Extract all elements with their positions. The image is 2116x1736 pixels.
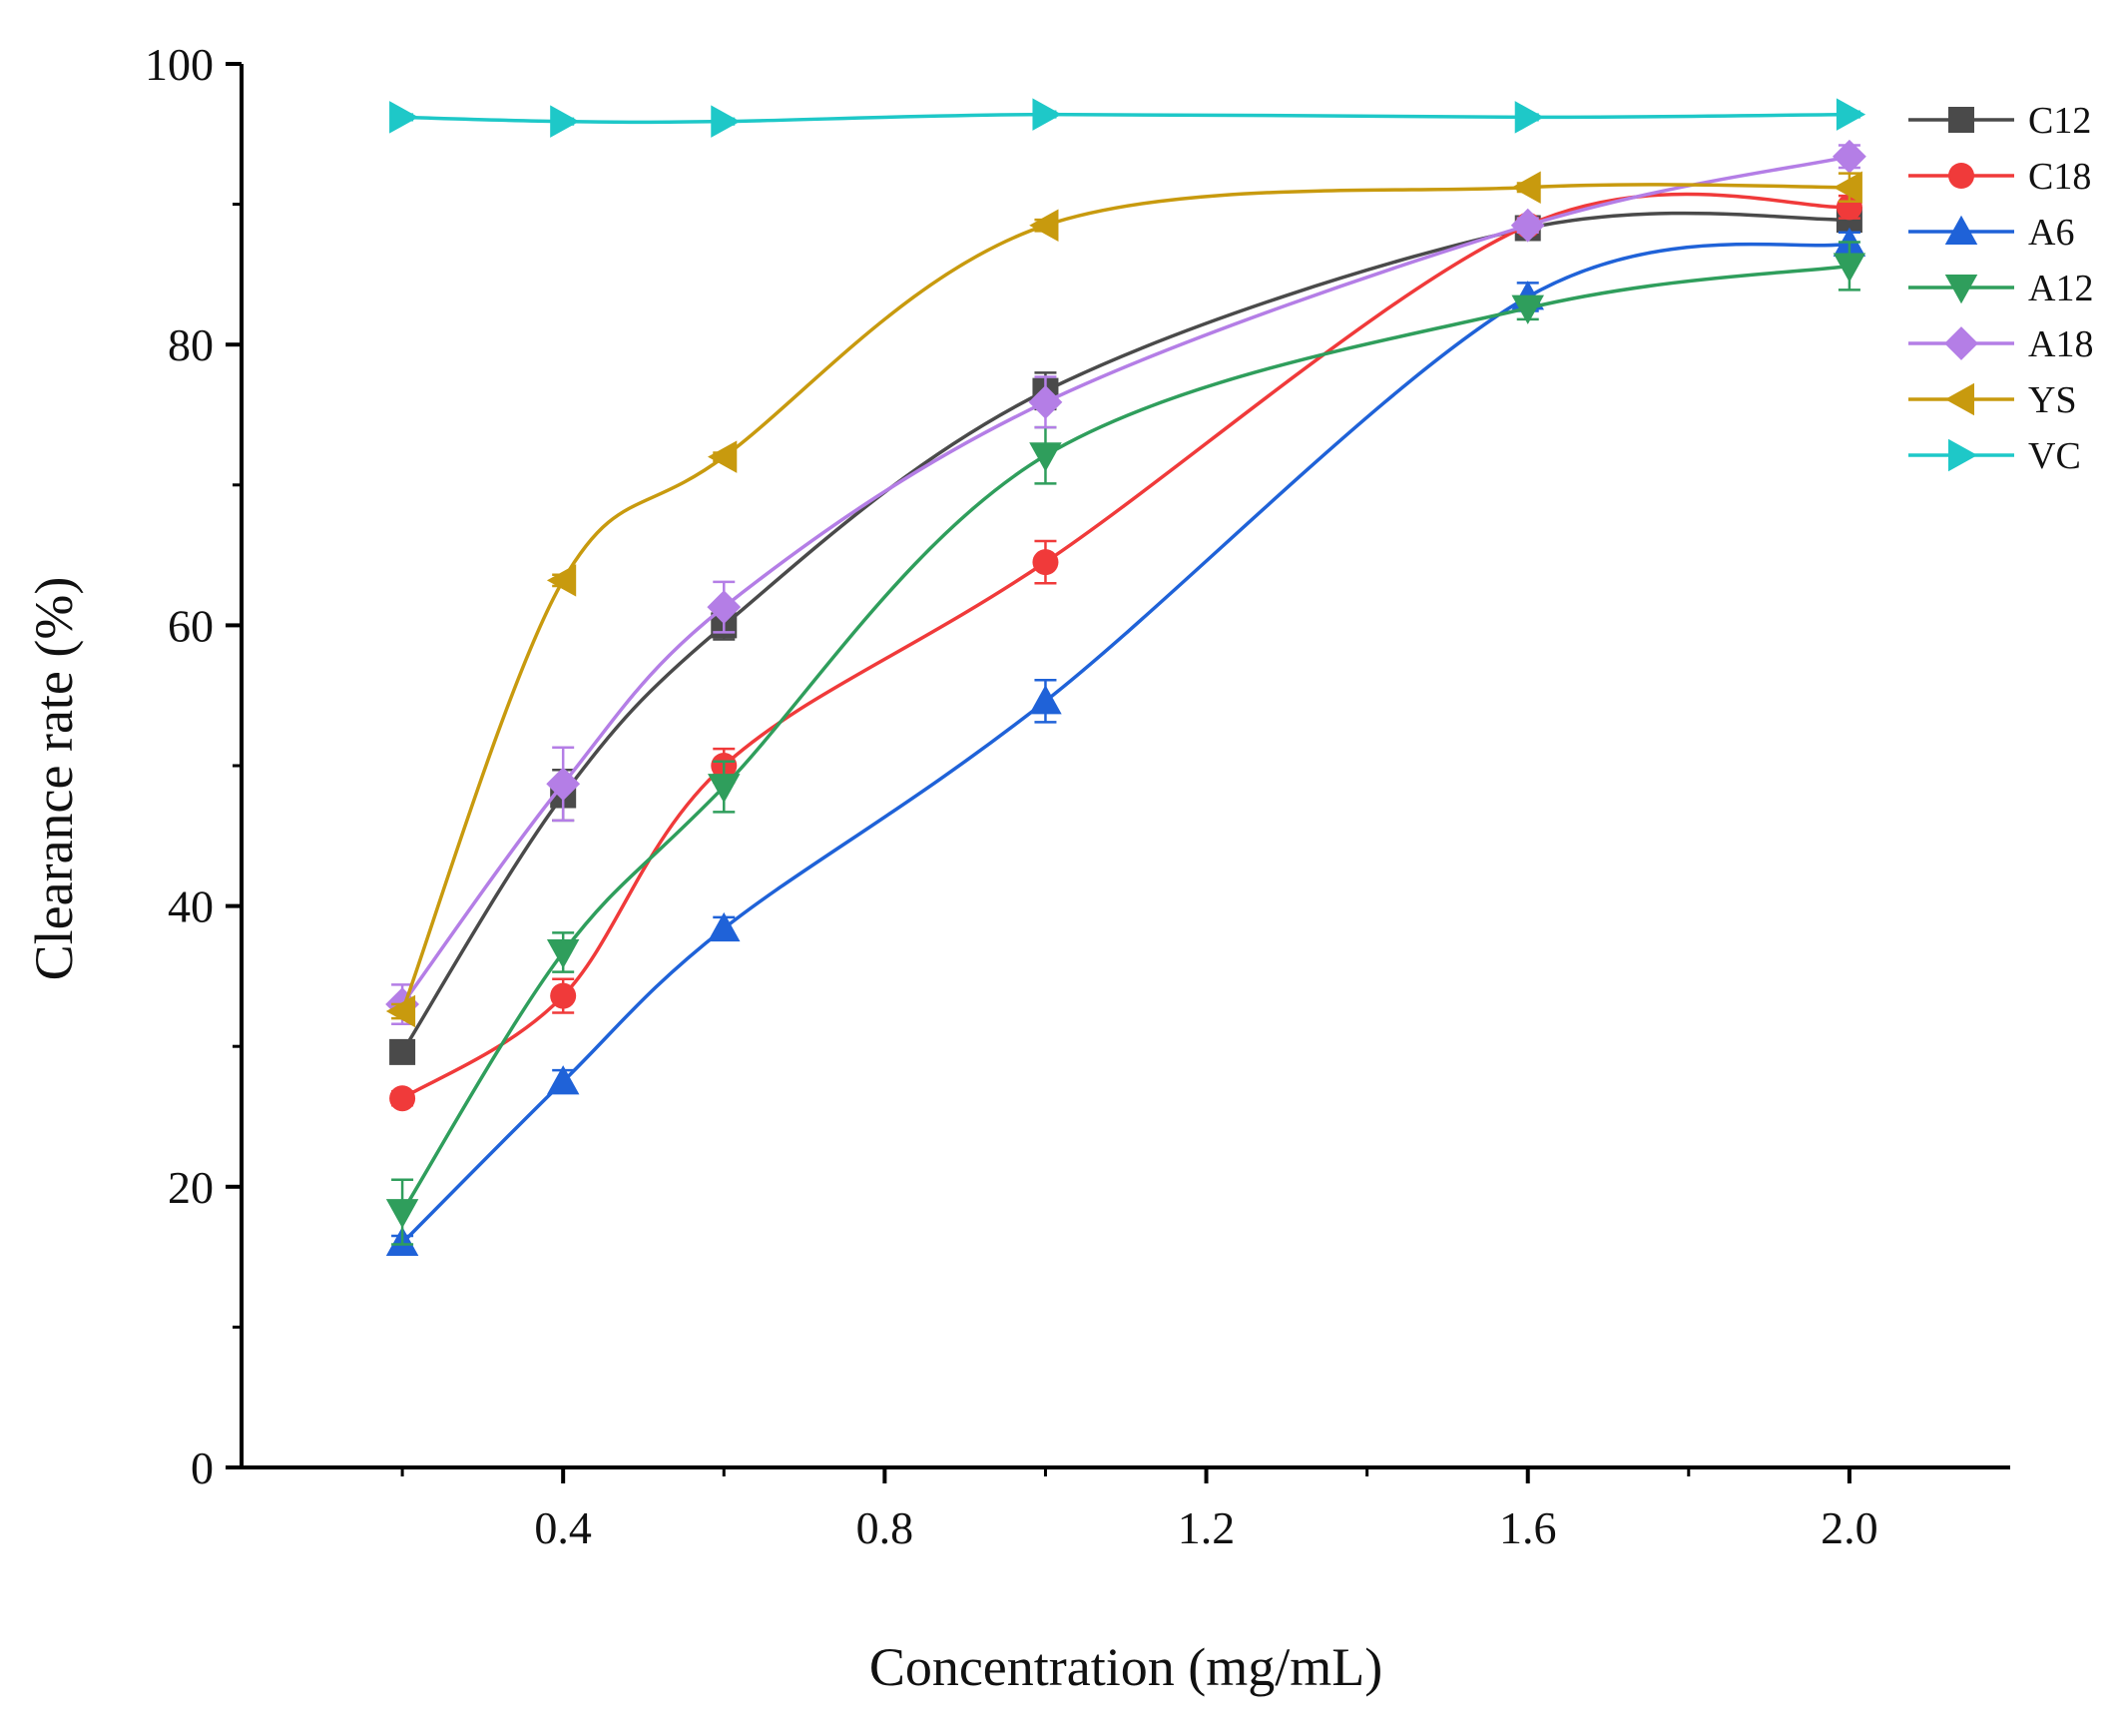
- series-line-vc: [402, 112, 1850, 125]
- y-tick-label: 20: [168, 1162, 214, 1213]
- series-line-ys: [400, 183, 1850, 1012]
- data-point-ys: [1833, 171, 1862, 204]
- series-line-a18: [400, 155, 1851, 1006]
- y-tick-label: 40: [168, 881, 214, 932]
- legend-marker-c12: [1948, 107, 1974, 133]
- axes: 0 20 40 60 80 100 0.4 0.8 1.2 1.6 2.0: [145, 39, 2010, 1553]
- legend-item-vc: VC: [1908, 435, 2081, 477]
- data-point-vc: [550, 105, 580, 138]
- series-vc: [389, 98, 1866, 138]
- legend-label-c18: C18: [2028, 156, 2091, 198]
- data-point-ys: [1029, 209, 1059, 242]
- legend-marker-vc: [1948, 438, 1978, 472]
- data-point-vc: [1032, 98, 1062, 131]
- data-point-a12: [708, 774, 741, 804]
- x-tick-label: 2.0: [1821, 1502, 1878, 1553]
- legend-label-ys: YS: [2028, 379, 2077, 421]
- legend-label-c12: C12: [2028, 100, 2091, 142]
- plot-area: [385, 98, 1866, 1257]
- legend-marker-a6: [1944, 215, 1978, 245]
- series-c18: [389, 192, 1862, 1112]
- data-point-vc: [711, 105, 741, 138]
- y-tick-label: 60: [168, 600, 214, 651]
- data-point-a18: [1510, 208, 1545, 243]
- y-tick-label: 0: [191, 1443, 214, 1493]
- series-a6: [385, 227, 1866, 1257]
- series-a18: [385, 139, 1866, 1025]
- data-point-a12: [1029, 442, 1062, 472]
- series-line-c18: [401, 192, 1851, 1100]
- legend-marker-a12: [1944, 275, 1978, 304]
- legend-marker-ys: [1944, 382, 1974, 416]
- legend: C12 C18 A6 A12 A18 YS VC: [1908, 100, 2093, 477]
- series-c12: [389, 207, 1862, 1065]
- legend-item-ys: YS: [1908, 379, 2077, 421]
- data-point-vc: [389, 101, 419, 134]
- data-point-a12: [385, 1199, 419, 1229]
- data-point-c18: [389, 1085, 416, 1112]
- legend-item-a18: A18: [1908, 323, 2093, 365]
- legend-label-a6: A6: [2028, 212, 2074, 254]
- series-line-a6: [400, 242, 1851, 1245]
- data-point-c18: [550, 982, 577, 1009]
- series-line-a12: [400, 264, 1851, 1214]
- y-tick-label: 80: [168, 319, 214, 370]
- data-point-ys: [385, 994, 416, 1028]
- legend-item-a12: A12: [1908, 268, 2093, 309]
- legend-label-vc: VC: [2028, 435, 2081, 477]
- x-tick-label: 0.4: [534, 1502, 592, 1553]
- legend-item-c18: C18: [1908, 156, 2091, 198]
- data-point-a18: [707, 590, 742, 625]
- data-point-c18: [1032, 549, 1059, 576]
- data-point-a6: [1029, 685, 1062, 715]
- data-point-vc: [1514, 101, 1544, 134]
- legend-item-c12: C12: [1908, 100, 2091, 142]
- data-point-c12: [389, 1038, 416, 1065]
- series-ys: [385, 171, 1862, 1028]
- data-point-a6: [708, 911, 741, 942]
- x-tick-label: 0.8: [856, 1502, 914, 1553]
- data-point-vc: [1836, 98, 1866, 131]
- legend-item-a6: A6: [1908, 212, 2074, 254]
- legend-label-a12: A12: [2028, 268, 2093, 309]
- data-point-a12: [1833, 253, 1866, 283]
- legend-label-a18: A18: [2028, 323, 2093, 365]
- data-point-a18: [1833, 139, 1866, 174]
- legend-marker-a18: [1944, 326, 1978, 360]
- data-point-a6: [546, 1065, 580, 1095]
- y-axis-title: Clearance rate (%): [24, 577, 84, 981]
- data-point-a18: [546, 767, 581, 802]
- series-a12: [385, 241, 1866, 1246]
- x-axis-title: Concentration (mg/mL): [869, 1637, 1382, 1697]
- data-point-a12: [1511, 294, 1544, 324]
- data-point-a12: [546, 938, 580, 969]
- x-tick-label: 1.6: [1499, 1502, 1557, 1553]
- x-tick-label: 1.2: [1178, 1502, 1236, 1553]
- data-point-ys: [546, 564, 577, 597]
- data-point-ys: [1511, 171, 1541, 204]
- data-point-ys: [708, 440, 738, 473]
- y-tick-label: 100: [145, 39, 214, 90]
- series-line-c12: [400, 211, 1850, 1053]
- legend-marker-c18: [1948, 163, 1974, 189]
- data-point-a18: [1028, 384, 1063, 419]
